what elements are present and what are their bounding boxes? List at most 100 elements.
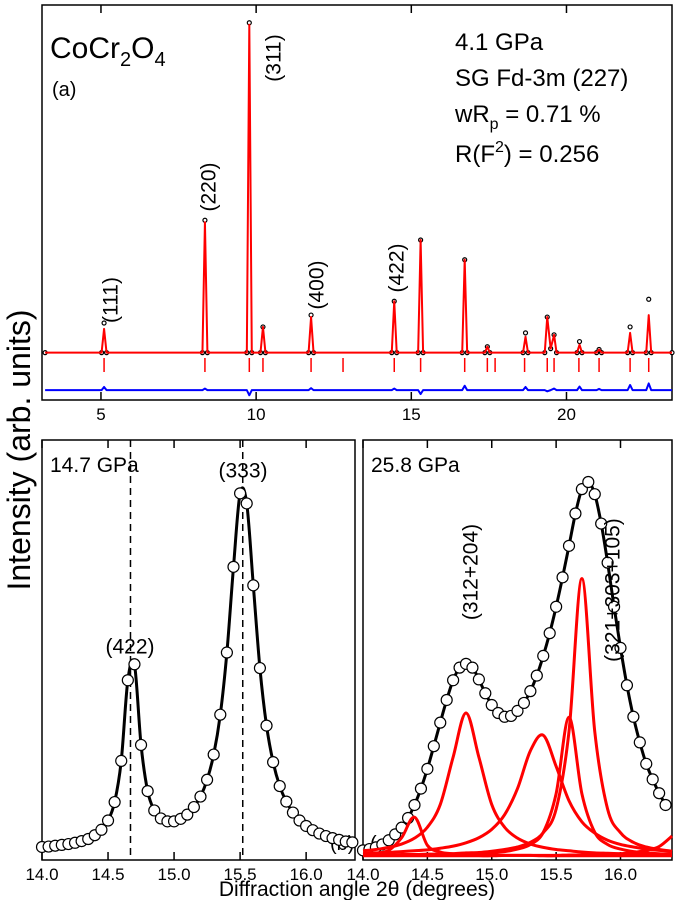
data-point — [181, 808, 194, 821]
x-tick-label: 14.5 — [411, 865, 444, 884]
data-point — [440, 693, 453, 707]
pressure-label: 14.7 GPa — [50, 454, 139, 477]
data-point — [267, 756, 280, 769]
annotation: wRp = 0.71 % — [454, 101, 601, 133]
data-point — [485, 698, 498, 712]
formula-part: O — [131, 32, 154, 65]
annotation-part: ) = 0.256 — [504, 141, 599, 168]
data-point — [472, 673, 485, 686]
data-point — [653, 787, 666, 800]
data-point — [128, 658, 141, 671]
x-tick-label: 14.0 — [346, 865, 379, 884]
x-tick-label: 5 — [96, 405, 105, 424]
data-point — [530, 669, 543, 682]
annotation-part: 2 — [495, 139, 504, 156]
data-line — [362, 733, 673, 855]
data-point — [247, 579, 260, 592]
data-point — [659, 798, 672, 812]
annotation: SG Fd-3m (227) — [455, 65, 628, 92]
data-point — [194, 790, 207, 803]
data-point — [421, 762, 434, 775]
annotation-part: = 0.71 % — [499, 101, 601, 128]
peak-label: (422) — [105, 636, 154, 659]
formula-part: 4 — [154, 49, 165, 71]
x-tick-label: 16.0 — [290, 865, 323, 884]
peak-label: (422) — [386, 243, 409, 292]
data-point — [207, 748, 220, 761]
data-point — [607, 600, 621, 613]
data-point — [517, 696, 531, 710]
data-point — [101, 814, 115, 827]
x-tick-label: 10 — [247, 405, 266, 424]
data-point — [214, 708, 227, 721]
data-point — [569, 507, 582, 520]
x-tick-label: 14.0 — [25, 865, 58, 884]
data-point — [273, 779, 286, 793]
data-point — [466, 661, 479, 674]
data-point — [260, 719, 273, 732]
data-point — [550, 600, 563, 613]
data-point — [627, 710, 640, 723]
data-point — [408, 798, 421, 812]
plot-frame — [362, 439, 673, 861]
y-axis-title: Intensity (arb. units) — [1, 310, 37, 591]
formula-part: 2 — [120, 49, 131, 71]
x-tick-label: 15.0 — [158, 865, 191, 884]
annotation-part: p — [490, 116, 499, 133]
x-tick-label: 15 — [402, 405, 421, 424]
data-point — [200, 773, 214, 786]
data-point — [640, 757, 653, 770]
data-point — [101, 320, 107, 326]
data-point — [148, 804, 161, 817]
data-point — [141, 785, 154, 798]
data-point — [240, 497, 253, 510]
x-tick-label: 14.5 — [91, 865, 124, 884]
data-point — [286, 806, 300, 819]
x-tick-label: 15.5 — [540, 865, 573, 884]
annotation-part: wR — [454, 101, 490, 128]
peak-label: (333) — [218, 460, 267, 483]
data-point — [220, 646, 233, 659]
data-point — [620, 679, 634, 692]
data-point — [95, 823, 108, 836]
data-point — [576, 338, 583, 345]
data-line — [45, 23, 672, 354]
data-point — [434, 716, 447, 729]
data-point — [447, 674, 460, 687]
data-point — [633, 736, 646, 749]
formula-part: CoCr — [50, 32, 120, 65]
data-point — [627, 324, 633, 330]
x-tick-label: 15.5 — [224, 865, 257, 884]
data-point — [346, 836, 359, 849]
data-point — [253, 661, 267, 675]
data-point — [121, 674, 134, 687]
data-point — [537, 649, 550, 662]
data-point — [595, 517, 608, 530]
data-point — [427, 740, 440, 753]
data-line — [363, 834, 673, 858]
data-point — [646, 296, 652, 302]
data-point — [522, 330, 529, 336]
peak-label: (311) — [263, 34, 286, 81]
x-tick-label: 20 — [557, 405, 576, 424]
data-line — [362, 711, 673, 857]
annotation: 4.1 GPa — [455, 29, 544, 56]
x-tick-label: 16.0 — [604, 865, 637, 884]
peak-label: (111) — [100, 277, 123, 323]
data-point — [601, 556, 614, 569]
annotation-part: R(F — [455, 141, 495, 168]
data-point — [134, 738, 148, 752]
pressure-label: 25.8 GPa — [371, 454, 460, 477]
data-point — [582, 475, 595, 489]
peak-label: (321+303+105) — [602, 518, 625, 662]
data-point — [108, 795, 121, 809]
plot-frame — [41, 4, 673, 401]
data-point — [543, 627, 556, 640]
data-point — [562, 539, 576, 552]
data-point — [511, 704, 524, 718]
data-line — [45, 382, 672, 397]
data-point — [280, 795, 293, 808]
x-axis-title: Diffraction angle 2θ (degrees) — [219, 878, 495, 900]
